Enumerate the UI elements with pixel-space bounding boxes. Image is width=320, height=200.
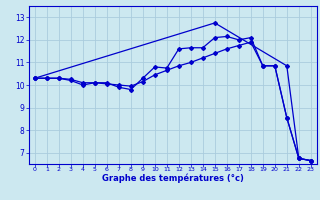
X-axis label: Graphe des températures (°c): Graphe des températures (°c) [102,174,244,183]
